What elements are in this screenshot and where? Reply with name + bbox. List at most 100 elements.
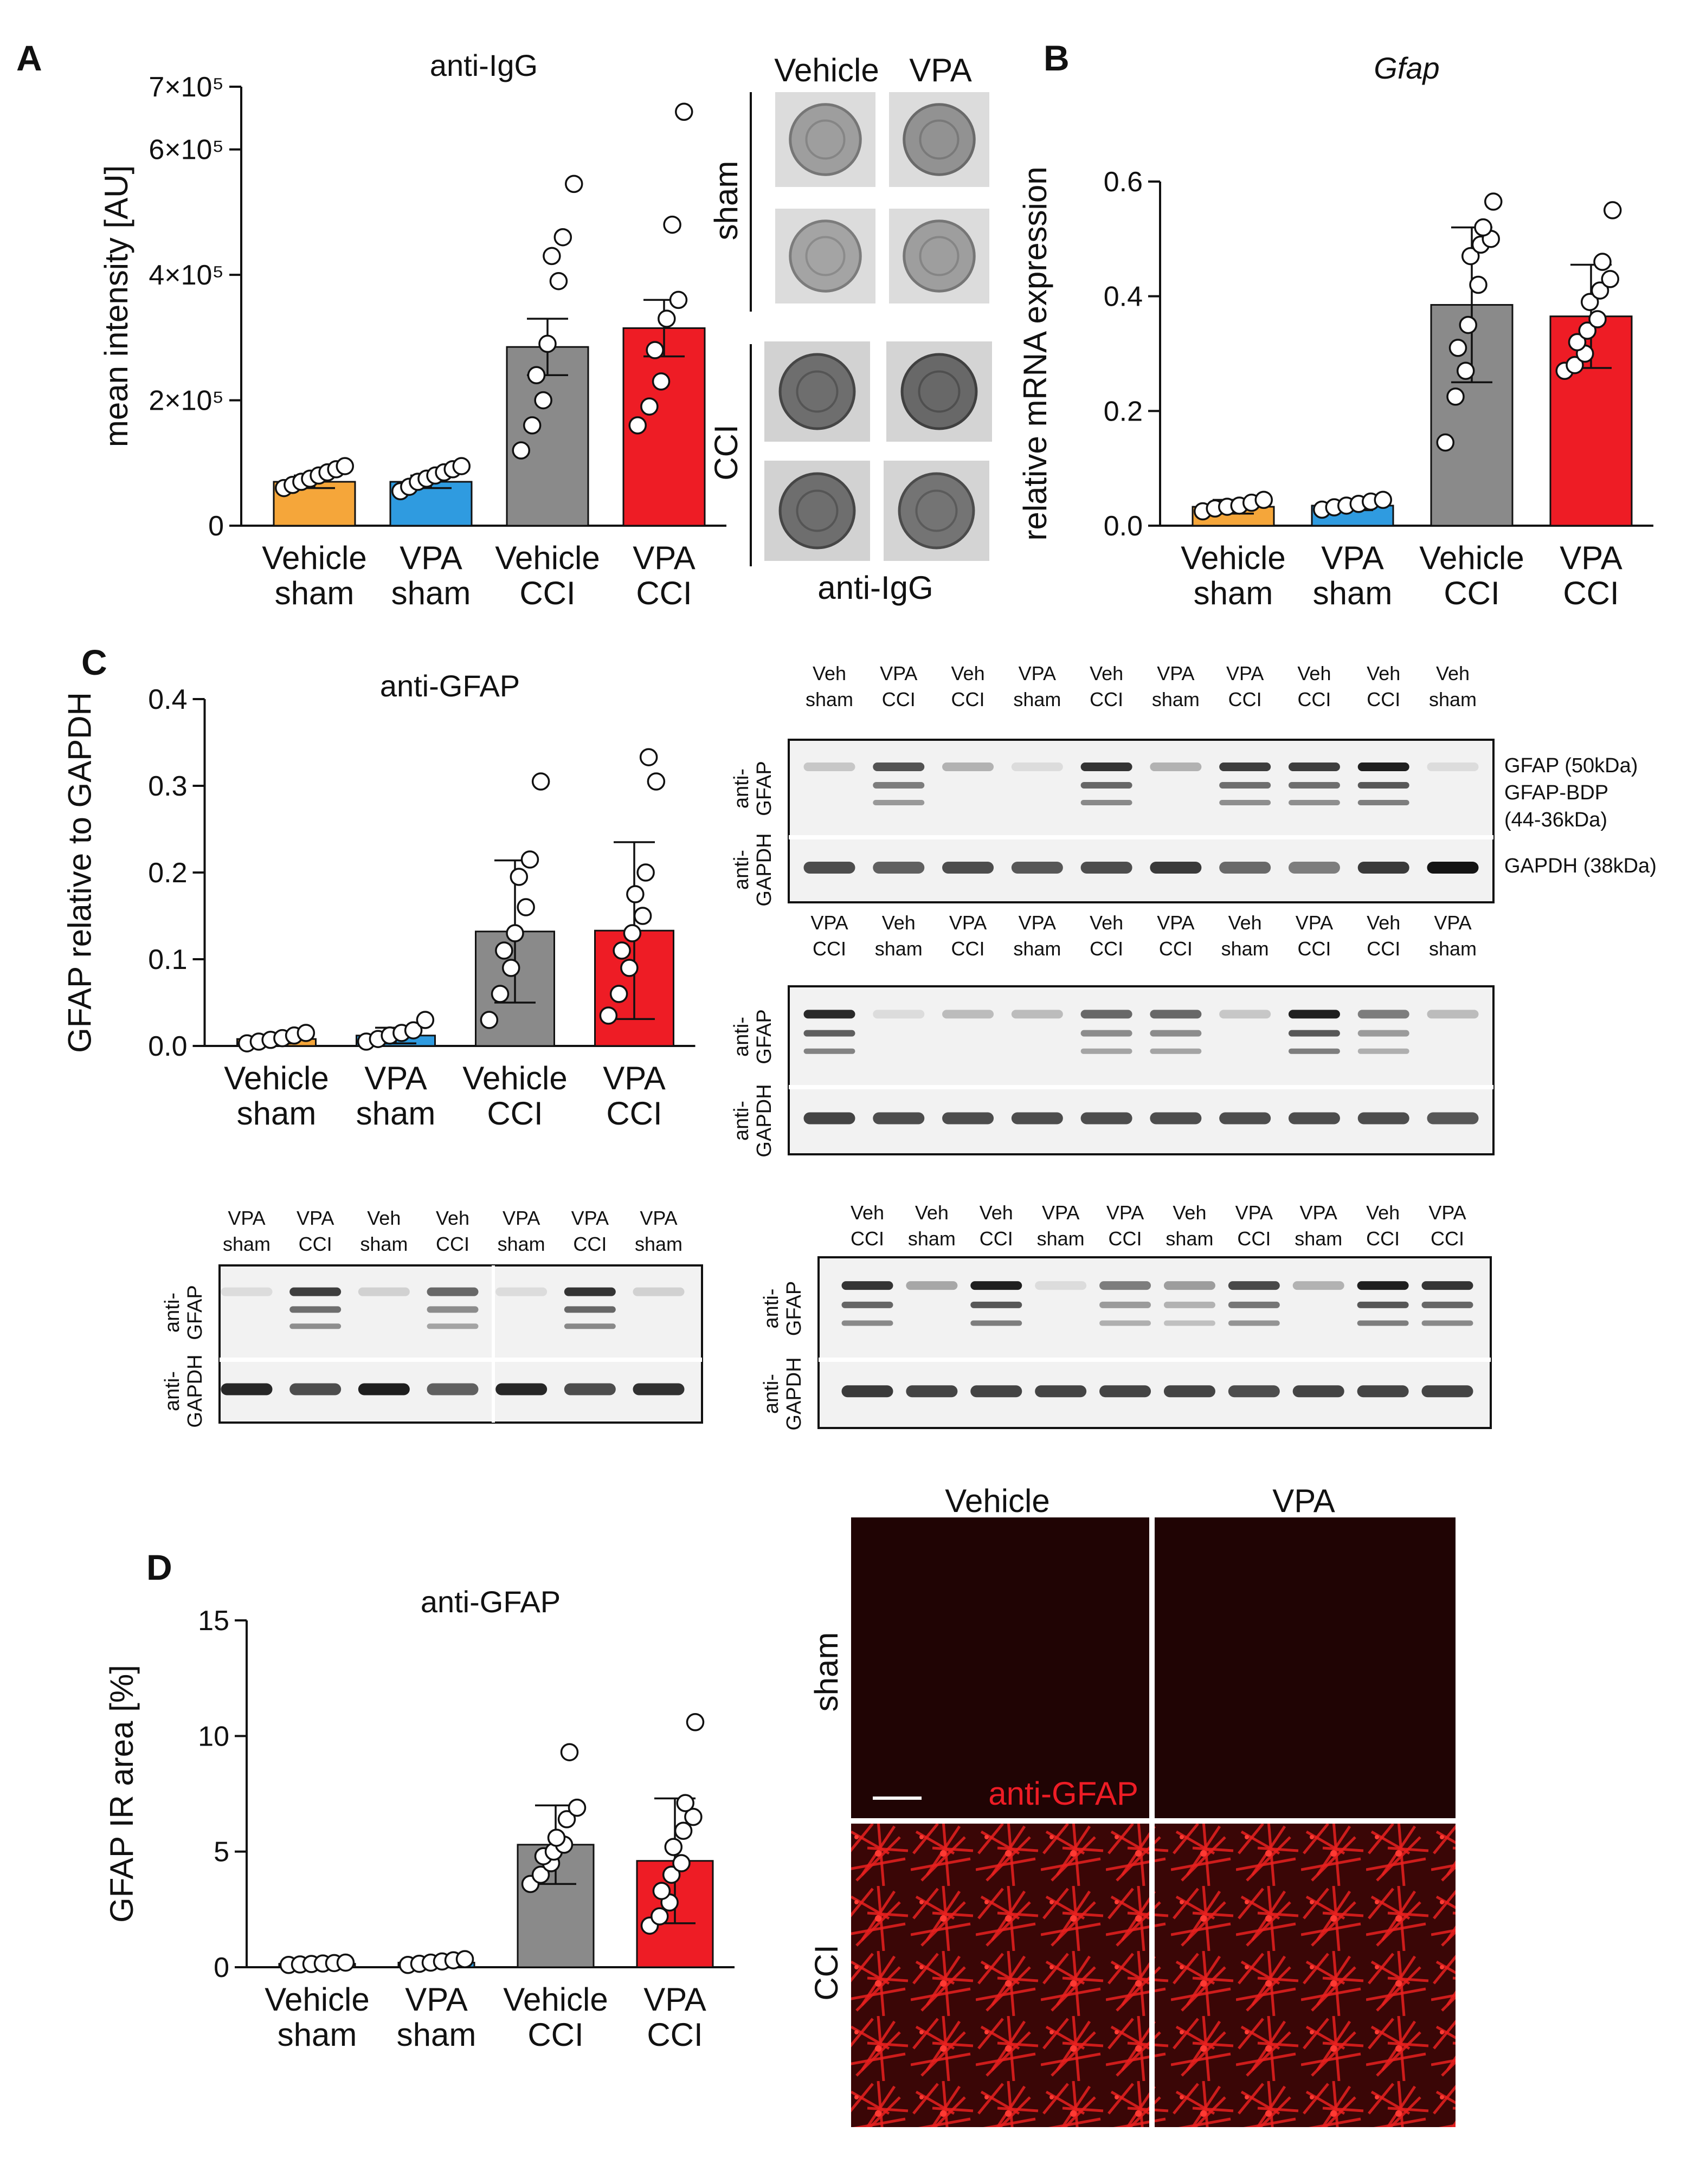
lane-label: VPA <box>297 1207 334 1229</box>
lane-label: sham <box>223 1233 271 1255</box>
gfap-bdp-band <box>1228 1301 1280 1308</box>
data-point <box>553 228 572 247</box>
lane-label: Veh <box>1366 1201 1400 1224</box>
dot-blot-spot-ring <box>805 236 846 276</box>
gfap-bdp-band <box>1099 1320 1151 1326</box>
blot-4: Veh CCI Veh sham Veh CCI VPA sham VPA CCI Veh sham V… <box>760 1201 1492 1431</box>
gfap-band <box>1011 763 1063 771</box>
dot-blot-spot <box>789 103 862 176</box>
data-point <box>560 1743 579 1761</box>
gapdh-band <box>1288 862 1340 874</box>
gapdh-band <box>289 1383 342 1395</box>
data-point <box>628 416 647 435</box>
lane-label: sham <box>1295 1227 1342 1250</box>
data-point <box>480 1011 499 1029</box>
dot-blot-panel: Vehicle VPA sham CCI anti-IgG <box>708 52 992 606</box>
lane-label: Veh <box>915 1201 949 1224</box>
data-point <box>416 1011 435 1029</box>
dot-blot-spot-ring <box>918 370 961 413</box>
panel-label-c: C <box>81 642 107 682</box>
data-point <box>1448 339 1467 357</box>
lane-label: sham <box>806 688 853 710</box>
lane-label: VPA <box>571 1207 609 1229</box>
gfap-bdp-band <box>1080 782 1132 789</box>
blot-antibody-label: GFAP <box>753 1009 776 1064</box>
data-point <box>1604 201 1622 219</box>
micrograph-col-label: VPA <box>1272 1483 1335 1519</box>
micrograph-row-label: CCI <box>808 1944 845 2000</box>
lane-label: CCI <box>882 688 916 710</box>
y-tick-label: 0.4 <box>148 684 187 715</box>
lane-label: sham <box>498 1233 545 1255</box>
lane-label: Veh <box>436 1207 469 1229</box>
data-point <box>675 102 693 121</box>
gfap-bdp-band <box>970 1320 1022 1326</box>
blot-antibody-label: anti- <box>760 1374 783 1414</box>
lane-label: Veh <box>1436 662 1470 684</box>
dot-blot-spot-ring <box>796 370 839 413</box>
category-label: sham <box>356 1095 436 1132</box>
gfap-band <box>633 1287 685 1296</box>
data-point <box>336 1953 355 1972</box>
data-point <box>651 1907 669 1925</box>
gfap-band <box>1035 1281 1087 1290</box>
gapdh-band <box>1080 1112 1132 1125</box>
blot-antibody-label: GAPDH <box>753 1084 776 1157</box>
category-label: Vehicle <box>462 1060 567 1096</box>
lane-label: CCI <box>851 1227 884 1250</box>
dot-blot-spot <box>789 219 862 293</box>
gfap-band <box>1080 763 1132 771</box>
lane-label: sham <box>1429 688 1477 710</box>
gfap-band <box>1427 763 1479 771</box>
category-label: VPA <box>633 540 696 576</box>
gfap-bdp-band <box>1288 782 1340 789</box>
dot-blot-spot <box>778 472 856 550</box>
data-point <box>1593 253 1612 271</box>
category-label: Vehicle <box>503 1981 608 2018</box>
gapdh-band <box>1011 1112 1063 1125</box>
lane-label: Veh <box>1297 662 1331 684</box>
data-point <box>557 1810 576 1828</box>
gfap-bdp-band <box>873 782 925 789</box>
gfap-bdp-band <box>1080 1030 1132 1037</box>
lane-label: Veh <box>1367 662 1400 684</box>
lane-label: VPA <box>228 1207 265 1229</box>
gapdh-band <box>1150 1112 1202 1125</box>
micrograph-vpa-sham <box>1155 1517 1456 1818</box>
data-point <box>538 334 557 353</box>
gfap-bdp-band <box>427 1323 479 1329</box>
gapdh-band <box>873 862 925 874</box>
lane-label: CCI <box>980 1227 1013 1250</box>
lane-label: CCI <box>299 1233 332 1255</box>
data-point <box>676 1794 694 1812</box>
data-point <box>520 850 539 869</box>
lane-label: Veh <box>1367 912 1400 934</box>
gfap-band <box>803 1010 855 1019</box>
lane-label: sham <box>1165 1227 1213 1250</box>
y-tick-label: 0.6 <box>1104 166 1143 198</box>
dot-blot-row-label: sham <box>708 161 744 241</box>
data-point <box>623 924 642 942</box>
gfap-bdp-band <box>1421 1301 1473 1308</box>
category-label: CCI <box>527 2017 583 2053</box>
category-label: Vehicle <box>495 540 600 576</box>
data-point <box>523 416 542 435</box>
blot-1: Veh sham VPA CCI Veh CCI VPA sham Veh CCI VPA sham V… <box>730 662 1495 907</box>
blot-2: VPA CCI Veh sham VPA CCI VPA sham Veh CCI VPA CCI Ve… <box>730 912 1495 1158</box>
category-label: CCI <box>636 575 692 611</box>
blot-antibody-label: GAPDH <box>753 833 776 906</box>
blot-antibody-label: anti- <box>161 1371 184 1411</box>
category-label: CCI <box>1563 575 1619 611</box>
gapdh-band <box>358 1383 410 1395</box>
data-point <box>1457 361 1475 380</box>
blot-antibody-label: anti- <box>730 768 753 809</box>
lane-label: Veh <box>1090 912 1123 934</box>
dot-blot-spot <box>900 353 978 430</box>
gfap-band <box>1427 1010 1479 1019</box>
chart-title: anti-GFAP <box>421 1585 561 1619</box>
category-label: VPA <box>405 1981 468 2018</box>
lane-label: VPA <box>1428 1201 1466 1224</box>
data-point <box>1254 490 1273 509</box>
lane-label: VPA <box>880 662 917 684</box>
